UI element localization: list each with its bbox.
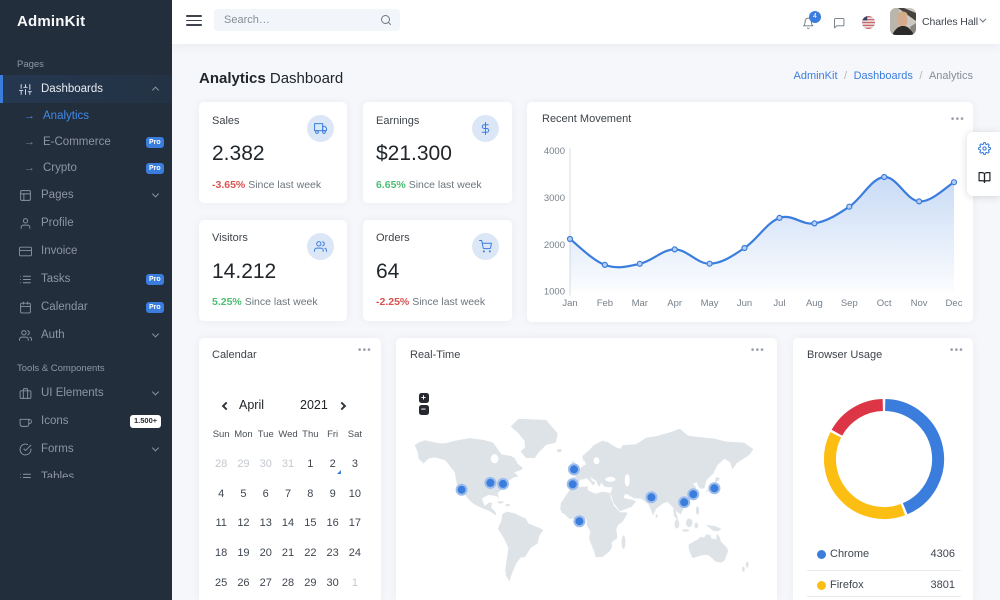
svg-text:Jul: Jul [773, 298, 785, 309]
svg-text:Sep: Sep [841, 298, 858, 309]
svg-text:Jan: Jan [562, 298, 577, 309]
svg-text:2000: 2000 [544, 239, 565, 250]
svg-text:Jun: Jun [737, 298, 752, 309]
svg-text:Mar: Mar [632, 298, 648, 309]
svg-text:Dec: Dec [946, 298, 963, 309]
svg-text:Aug: Aug [806, 298, 823, 309]
svg-text:Feb: Feb [597, 298, 613, 309]
svg-text:Nov: Nov [911, 298, 928, 309]
svg-text:May: May [701, 298, 719, 309]
svg-text:Apr: Apr [667, 298, 682, 309]
svg-text:1000: 1000 [544, 286, 565, 297]
svg-text:3000: 3000 [544, 193, 565, 204]
svg-text:Oct: Oct [877, 298, 892, 309]
svg-text:4000: 4000 [544, 146, 565, 157]
